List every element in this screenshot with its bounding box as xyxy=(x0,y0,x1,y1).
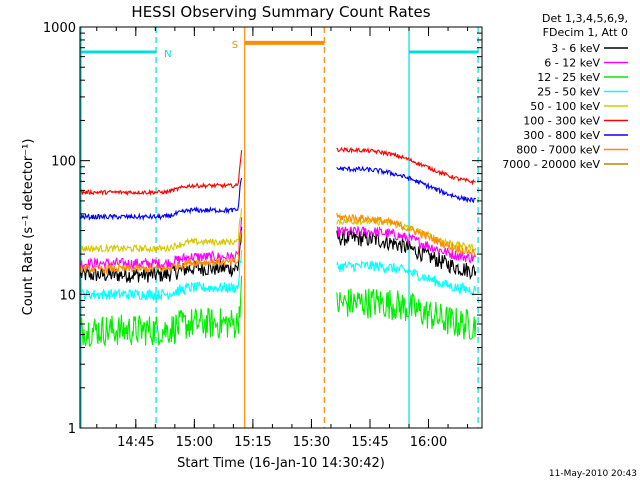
series-post-5 xyxy=(336,146,476,186)
series-post-6 xyxy=(336,165,476,204)
series-pre-3 xyxy=(80,250,243,302)
series-pre-7 xyxy=(80,230,243,275)
plot-frame xyxy=(79,26,483,429)
chart-title: HESSI Observing Summary Count Rates xyxy=(131,3,430,21)
legend-header-2: FDecim 1, Att 0 xyxy=(543,26,628,39)
x-tick-label-1: 15:00 xyxy=(176,435,213,450)
series-pre-4 xyxy=(80,208,243,254)
x-axis-label: Start Time (16-Jan-10 14:30:42) xyxy=(177,456,385,471)
legend-label-2: 12 - 25 keV xyxy=(537,71,600,84)
series-post-0 xyxy=(336,229,477,281)
series-post-3 xyxy=(336,259,477,296)
event-label-0: N xyxy=(164,49,171,60)
y-axis-label: Count Rate (s⁻¹ detector⁻¹) xyxy=(21,139,36,316)
event-label-2: S xyxy=(232,40,238,51)
y-tick-label-0: 1 xyxy=(68,422,76,437)
series-post-7 xyxy=(336,212,476,256)
x-tick-label-4: 15:45 xyxy=(351,435,388,450)
y-tick-label-1: 10 xyxy=(59,288,76,303)
event-bars: NS xyxy=(79,27,479,428)
legend-label-1: 6 - 12 keV xyxy=(544,57,600,70)
y-tick-label-3: 1000 xyxy=(43,21,76,36)
x-tick-label-2: 15:15 xyxy=(234,435,271,450)
y-tick-label-2: 100 xyxy=(51,155,76,170)
legend-label-8: 7000 - 20000 keV xyxy=(502,158,600,171)
series-pre-0 xyxy=(80,226,243,283)
x-tick-label-3: 15:30 xyxy=(293,435,330,450)
series-lines xyxy=(80,146,477,348)
legend-label-6: 300 - 800 keV xyxy=(523,129,600,142)
series-pre-2 xyxy=(80,275,243,348)
x-tick-label-5: 16:00 xyxy=(410,435,447,450)
legend-label-3: 25 - 50 keV xyxy=(537,86,600,99)
x-axis: 14:45 15:00 15:15 15:30 15:45 16:00 xyxy=(96,27,469,450)
legend-label-0: 3 - 6 keV xyxy=(551,42,600,55)
timestamp: 11-May-2010 20:43 xyxy=(549,469,637,479)
legend-label-4: 50 - 100 keV xyxy=(530,100,600,113)
legend-label-7: 800 - 7000 keV xyxy=(516,144,600,157)
y-axis: 1 10 100 1000 xyxy=(43,21,482,437)
legend-header-1: Det 1,3,4,5,6,9, xyxy=(542,12,628,25)
x-tick-label-0: 14:45 xyxy=(117,435,154,450)
series-post-1 xyxy=(336,226,476,264)
series-pre-5 xyxy=(80,150,243,197)
legend-label-5: 100 - 300 keV xyxy=(523,115,600,128)
series-pre-1 xyxy=(80,217,243,271)
series-pre-6 xyxy=(80,177,243,222)
series-post-2 xyxy=(336,288,477,340)
